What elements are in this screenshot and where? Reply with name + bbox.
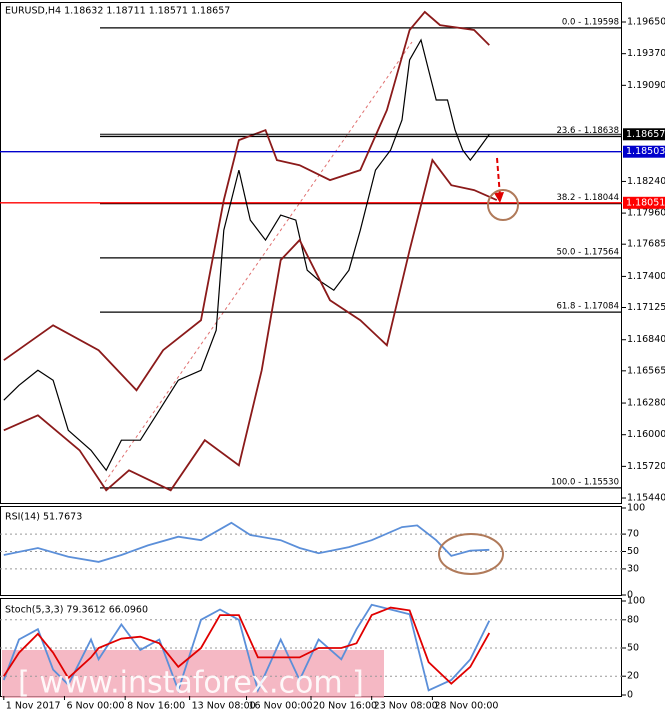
arrow-shaft [496,157,501,197]
y-tick-label: 1.17400 [627,271,665,282]
fib-label: 38.2 - 1.18044 [556,193,619,203]
y-tick-label: 1.16000 [627,429,665,440]
series-line [3,158,498,492]
x-tick-label: 20 Nov 16:00 [313,701,377,712]
price-box [623,145,665,158]
x-tick-label: 16 Nov 00:00 [249,701,313,712]
target-circle [487,189,519,221]
fib-label: 50.0 - 1.17564 [556,247,619,257]
x-tick-label: 6 Nov 00:00 [66,701,124,712]
series-line [3,606,491,685]
fib-label: 100.0 - 1.15530 [551,477,619,487]
y-tick-label: 1.17125 [627,302,665,313]
panel-layer [0,521,622,570]
rsi-circle [438,533,504,575]
panel-layer [0,603,622,694]
y-tick-label: 1.15440 [627,493,665,504]
x-tick-label: 8 Nov 16:00 [127,701,185,712]
last-price-box [623,128,665,141]
y-tick-label: 1.16565 [627,365,665,376]
y-tick-label: 50 [627,643,639,654]
y-tick-label: 0 [627,590,633,601]
last-price-label: 1.18657 [626,129,665,140]
y-tick-label: 20 [627,671,639,682]
price-box-label: 1.18503 [626,146,665,157]
panel-title: EURUSD,H4 1.18632 1.18711 1.18571 1.1865… [5,6,230,17]
y-tick-label: 1.17960 [627,208,665,219]
y-tick-label: 100 [627,503,645,514]
y-tick-label: 30 [627,563,639,574]
y-tick-label: 1.17685 [627,239,665,250]
y-tick-label: 1.15720 [627,461,665,472]
fib-label: 61.8 - 1.17084 [556,302,619,312]
y-tick-label: 1.19650 [627,17,665,28]
series-line [3,10,490,392]
series-line [2,603,491,694]
x-tick-label: 13 Nov 08:00 [192,701,256,712]
watermark: [ www.instaforex.com ] [18,666,364,701]
y-tick-label: 80 [627,614,639,625]
y-tick-label: 100 [627,596,645,607]
x-tick-label: 1 Nov 2017 [6,701,61,712]
series-line [3,521,490,563]
y-tick-label: 1.16280 [627,398,665,409]
panel-title: Stoch(5,3,3) 79.3612 66.0960 [5,605,148,616]
y-tick-label: 1.18240 [627,176,665,187]
x-tick-label: 28 Nov 00:00 [434,701,498,712]
y-tick-label: 1.16840 [627,334,665,345]
y-tick-label: 50 [627,546,639,557]
y-tick-label: 1.19370 [627,48,665,59]
price-panel [0,2,622,504]
x-tick-label: 23 Nov 08:00 [374,701,438,712]
price-box-label: 1.18051 [626,197,665,208]
series-line [3,38,490,472]
panel-layer [0,10,622,492]
fib-label: 23.6 - 1.18638 [556,126,619,136]
y-tick-label: 1.19090 [627,80,665,91]
y-tick-label: 70 [627,529,639,540]
arrow-head [494,192,504,203]
panel-title: RSI(14) 51.7673 [5,512,82,523]
fib-label: 0.0 - 1.19598 [562,17,619,27]
y-tick-label: 0 [627,690,633,701]
price-box [623,196,665,209]
